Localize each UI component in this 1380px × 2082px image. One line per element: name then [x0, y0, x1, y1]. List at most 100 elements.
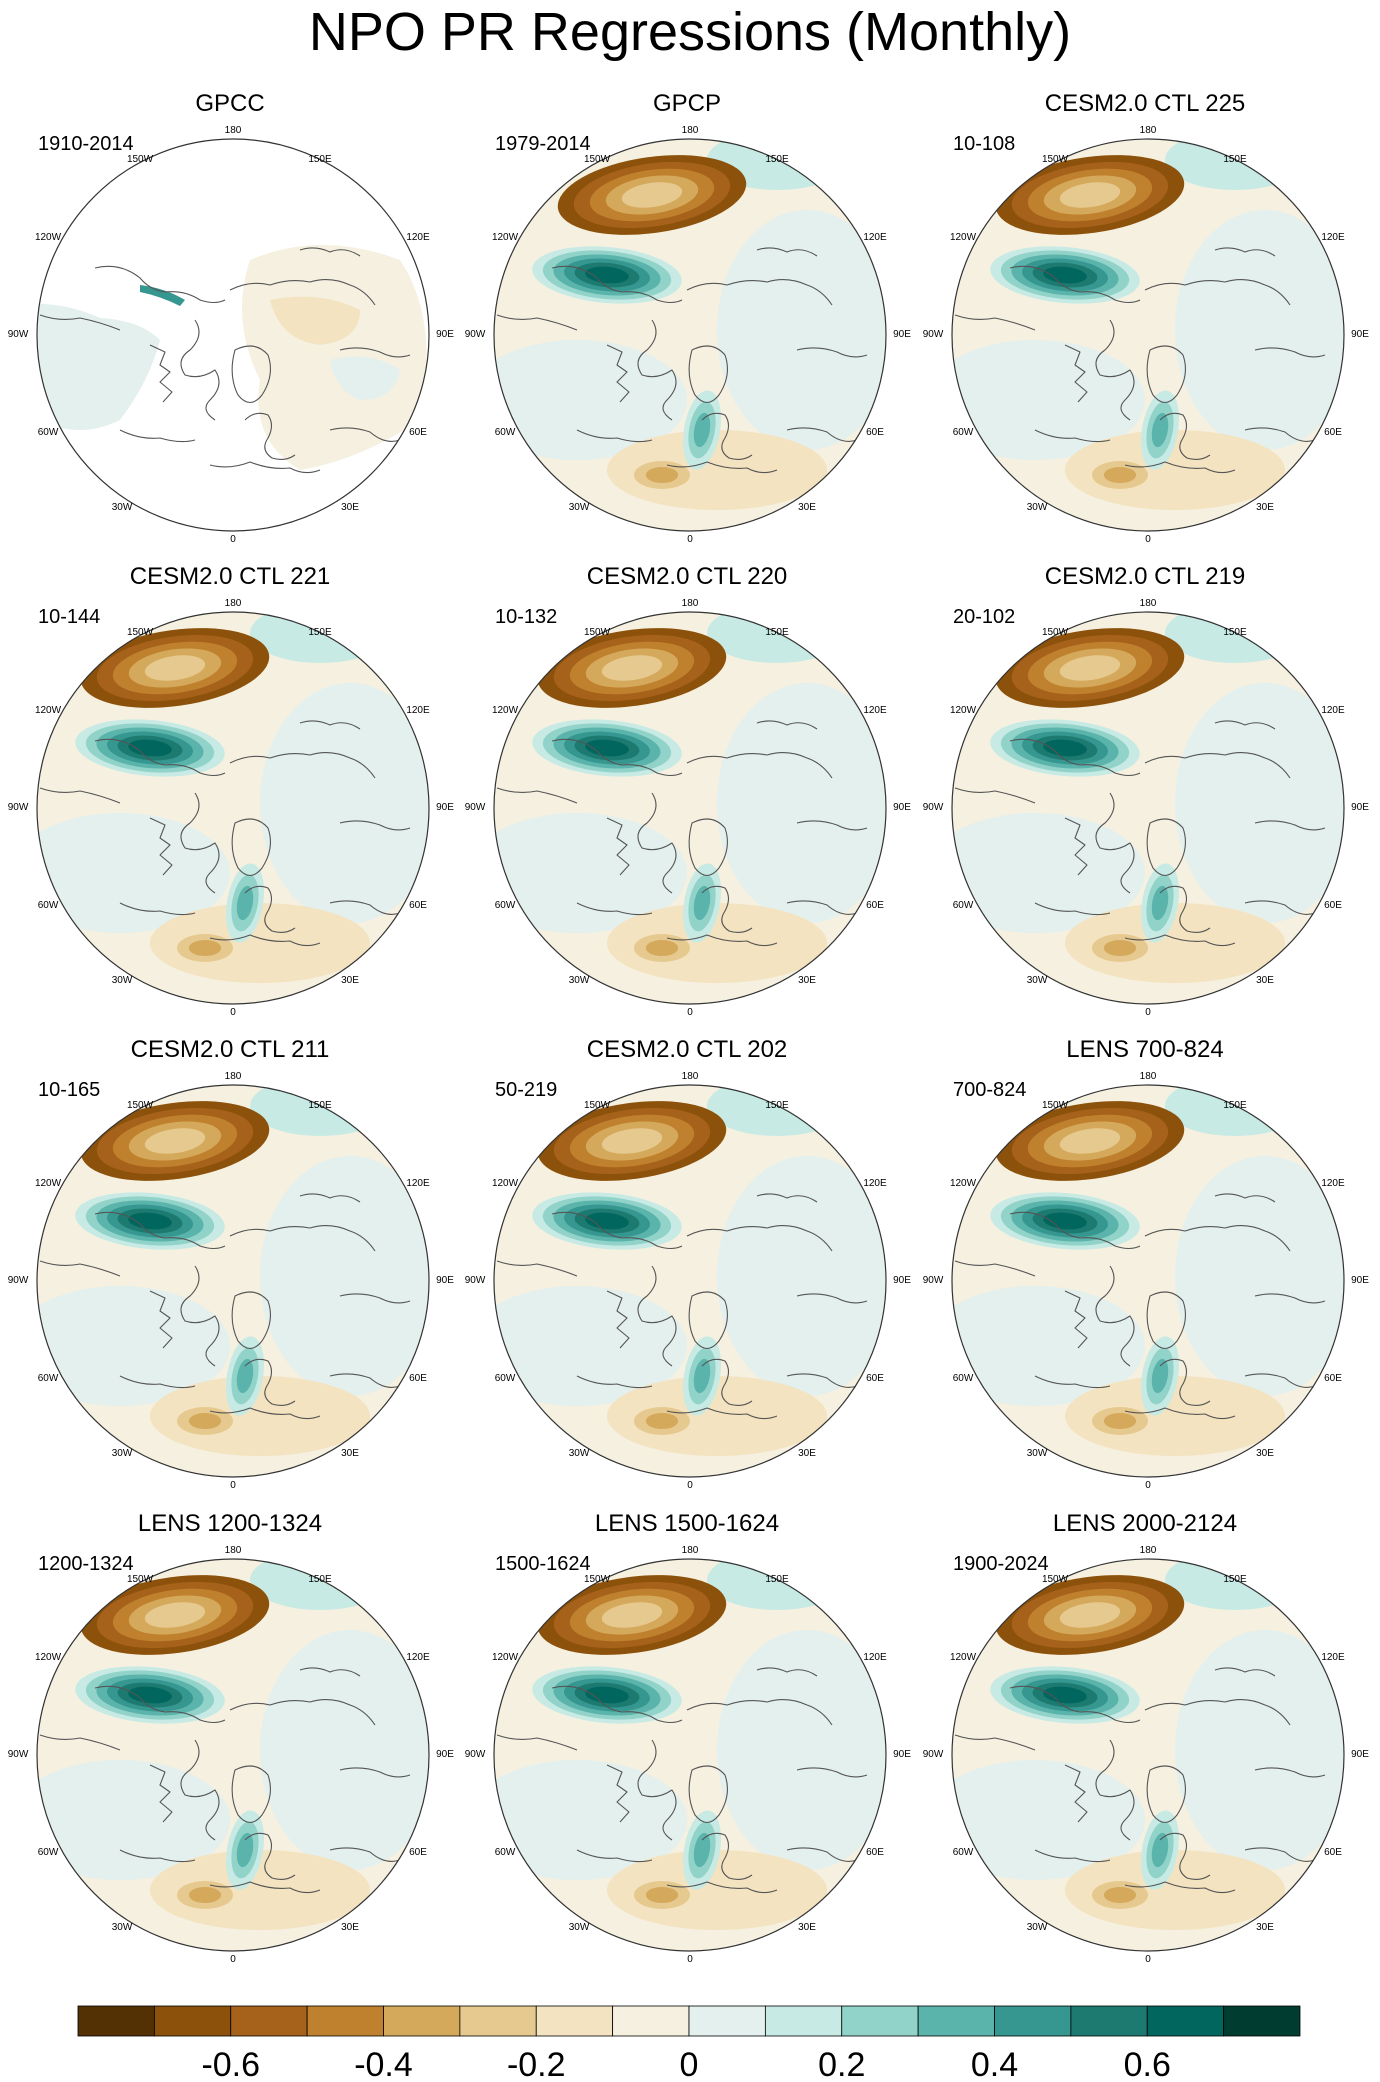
greenland-coastline [1146, 818, 1186, 877]
colorbar-swatch [612, 2005, 690, 2037]
longitude-label: 90E [1351, 329, 1369, 340]
chukotka-coastline [299, 1193, 361, 1203]
map-border [951, 138, 1345, 532]
field-patch [717, 1156, 886, 1396]
map-field [494, 139, 886, 531]
colorbar-swatch [1146, 2005, 1225, 2037]
polar-map: 180 150E 120E 90E 60E 30E 0 30W 60W 90W 120W 150W [923, 598, 1370, 1018]
longitude-label: 120W [35, 1652, 62, 1663]
longitude-label: 30E [341, 1922, 359, 1933]
north-america-coastline [496, 1734, 578, 1751]
colorbar-tick-label: 0.4 [971, 2046, 1018, 2082]
alaska-coastline [94, 1211, 226, 1250]
longitude-label: 0 [230, 534, 236, 545]
longitude-label: 120E [863, 1178, 887, 1189]
colorbar-tick-label: 0.6 [1124, 2046, 1171, 2082]
pacific-negative-anomaly [1059, 655, 1121, 681]
longitude-label: 0 [230, 1480, 236, 1491]
longitude-label: 0 [1145, 534, 1151, 545]
russia-coastline [1254, 347, 1326, 358]
longitude-label: 30W [112, 502, 133, 513]
north-america-coastline [39, 787, 121, 804]
russia-coastline [339, 1767, 411, 1778]
polar-map: 180 150E 120E 90E 60E 30E 0 30W 60W 90W 120W 150W [465, 1545, 912, 1965]
chukotka-coastline [299, 720, 361, 730]
longitude-label: 150W [1042, 627, 1069, 638]
scandinavia-coastline [1159, 1832, 1211, 1881]
atlantic-positive-anomaly [236, 1358, 254, 1394]
field-patch [37, 1286, 230, 1406]
alaska-positive-anomaly [1043, 1686, 1087, 1704]
ural-coastline [329, 1373, 401, 1388]
arctic-islands-coastline [606, 344, 630, 403]
map-panel: GPCC 1910-2014 180 150E 120E 90E 60E 30E 0 30W 60W… [0, 0, 460, 545]
longitude-label: 150W [584, 627, 611, 638]
longitude-label: 120W [35, 1178, 62, 1189]
longitude-label: 120E [406, 1652, 430, 1663]
field-patch [1065, 903, 1285, 983]
field-patch [1065, 430, 1285, 510]
longitude-label: 60E [1324, 427, 1342, 438]
europe-coastline [1124, 1407, 1236, 1420]
longitude-label: 60E [866, 900, 884, 911]
europe-coastline [666, 1881, 778, 1894]
russia-coastline [796, 820, 868, 831]
canada-coastline [1095, 792, 1135, 894]
pacific-negative-anomaly [1059, 182, 1121, 208]
longitude-label: 150W [584, 1100, 611, 1111]
longitude-label: 150E [1223, 1574, 1247, 1585]
field-patch [607, 1850, 827, 1930]
longitude-label: 0 [687, 1954, 693, 1965]
panel-title: CESM2.0 CTL 220 [586, 563, 788, 590]
north-america-coastline [39, 1734, 121, 1751]
greenland-coastline [688, 1291, 728, 1350]
map-panel: CESM2.0 CTL 225 10-108 180 150E 120E 90E 60E 30… [915, 0, 1375, 545]
labrador-coastline [576, 902, 653, 916]
longitude-label: 150W [127, 627, 154, 638]
canada-coastline [637, 1265, 677, 1367]
longitude-label: 90W [923, 1275, 944, 1286]
europe-coastline [209, 1407, 321, 1420]
scandinavia-coastline [701, 412, 753, 461]
field-patch [952, 1286, 1145, 1406]
longitude-label: 30W [569, 1922, 590, 1933]
longitude-label: 180 [225, 125, 242, 136]
russia-coastline [339, 820, 411, 831]
longitude-label: 60W [38, 900, 59, 911]
longitude-label: 60E [866, 427, 884, 438]
arctic-islands-coastline [606, 1764, 630, 1823]
field-patch [717, 683, 886, 923]
labrador-coastline [576, 1849, 653, 1863]
longitude-label: 90W [8, 1275, 29, 1286]
longitude-label: 120E [1321, 1652, 1345, 1663]
map-panel: LENS 2000-2124 1900-2024 180 150E 120E 90E 60E… [915, 1420, 1375, 1965]
longitude-label: 180 [225, 1071, 242, 1082]
pacific-negative-anomaly [144, 1602, 206, 1628]
field-patch [494, 1760, 687, 1880]
longitude-label: 60W [953, 1847, 974, 1858]
polar-map: 180 150E 120E 90E 60E 30E 0 30W 60W 90W 120W 150W [465, 598, 912, 1018]
colorbar-swatch [230, 2005, 308, 2037]
greenland-coastline [1146, 345, 1186, 404]
longitude-label: 30E [1256, 975, 1274, 986]
alaska-positive-anomaly [128, 1212, 172, 1230]
canada-coastline [180, 1265, 220, 1367]
longitude-label: 120E [863, 705, 887, 716]
longitude-label: 120W [35, 705, 62, 716]
map-panel: GPCP 1979-2014 180 150E 120E 90E 60E 30E 0 30W 60W… [457, 0, 917, 545]
colorbar-tick-label: -0.4 [354, 2046, 413, 2082]
map-panel: LENS 1500-1624 1500-1624 180 150E 120E 90E 60E… [457, 1420, 917, 1965]
longitude-label: 60E [409, 1373, 427, 1384]
europe-negative-anomaly [645, 939, 679, 957]
panel-period: 10-144 [38, 606, 101, 628]
panel-title: GPCC [195, 90, 265, 117]
field-patch [37, 813, 230, 933]
longitude-label: 180 [1140, 1071, 1157, 1082]
longitude-label: 60W [495, 1373, 516, 1384]
longitude-label: 180 [1140, 125, 1157, 136]
longitude-label: 90W [465, 329, 486, 340]
atlantic-positive-anomaly [693, 885, 711, 921]
europe-negative-anomaly [1103, 939, 1137, 957]
arctic-islands-coastline [1064, 1764, 1088, 1823]
map-border [951, 611, 1345, 1005]
